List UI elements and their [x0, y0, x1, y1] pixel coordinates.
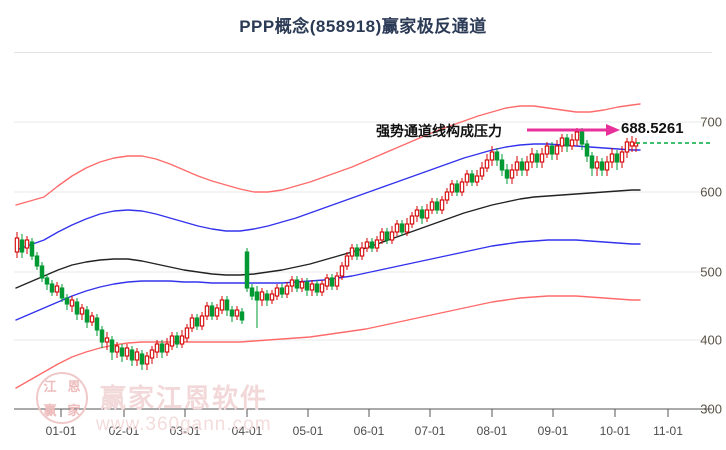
page-title: PPP概念(858918)赢家极反通道 — [239, 17, 487, 36]
annotation-label: 强势通道线构成压力 — [376, 123, 502, 139]
y-axis-tick-700: 700 — [700, 114, 722, 130]
x-axis-tick-05-01: 05-01 — [292, 424, 324, 438]
x-axis — [14, 408, 712, 417]
x-axis-tick-06-01: 06-01 — [353, 424, 385, 438]
candlestick-series — [14, 128, 639, 370]
x-axis-tick-09-01: 09-01 — [537, 424, 569, 438]
current-price-label: 688.5261 — [621, 120, 684, 137]
y-axis-tick-300: 300 — [700, 401, 722, 417]
x-axis-tick-07-01: 07-01 — [414, 424, 446, 438]
x-axis-tick-03-01: 03-01 — [169, 424, 201, 438]
x-axis-tick-10-01: 10-01 — [599, 424, 631, 438]
x-axis-tick-04-01: 04-01 — [231, 424, 263, 438]
title-divider — [14, 52, 712, 53]
annotation-arrow — [527, 124, 620, 136]
x-axis-tick-02-01: 02-01 — [108, 424, 140, 438]
x-axis-tick-08-01: 08-01 — [476, 424, 508, 438]
x-axis-tick-11-01: 11-01 — [653, 424, 683, 438]
x-axis-tick-01-01: 01-01 — [45, 424, 77, 438]
channel-lines — [15, 103, 641, 389]
y-axis-tick-400: 400 — [700, 332, 722, 348]
y-axis-tick-600: 600 — [700, 184, 722, 200]
y-axis-tick-500: 500 — [700, 264, 722, 280]
grid-lines — [14, 121, 712, 341]
